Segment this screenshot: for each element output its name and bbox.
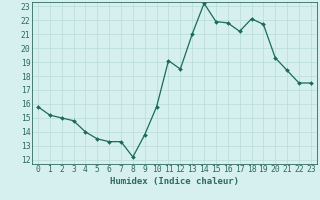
X-axis label: Humidex (Indice chaleur): Humidex (Indice chaleur) (110, 177, 239, 186)
